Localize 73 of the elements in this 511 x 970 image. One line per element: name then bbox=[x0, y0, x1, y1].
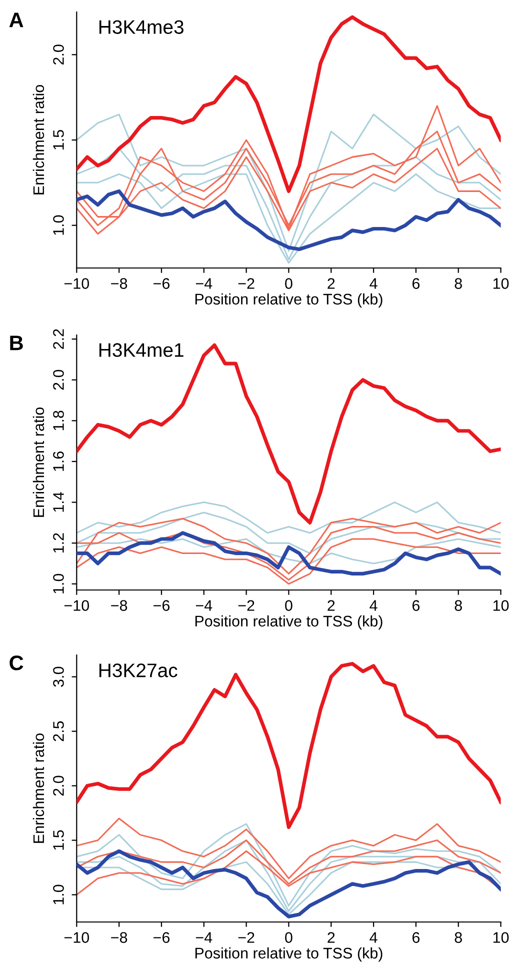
line-series bbox=[76, 148, 501, 260]
x-tick-label: 2 bbox=[328, 278, 335, 289]
y-tick-label: 1.8 bbox=[53, 410, 64, 430]
y-tick-label: 2.0 bbox=[53, 776, 64, 796]
x-tick-label: −2 bbox=[238, 932, 254, 943]
x-axis-title: Position relative to TSS (kb) bbox=[195, 293, 382, 308]
y-tick-label: 2.2 bbox=[53, 329, 64, 349]
x-axis-title: Position relative to TSS (kb) bbox=[195, 947, 382, 962]
line-series bbox=[76, 849, 501, 918]
x-tick-label: 2 bbox=[328, 600, 335, 611]
x-tick-label: −8 bbox=[111, 932, 128, 943]
y-tick-label: 1.0 bbox=[53, 574, 64, 594]
line-series bbox=[76, 189, 501, 252]
x-tick-label: 4 bbox=[370, 278, 378, 289]
x-tick-label: 6 bbox=[412, 932, 420, 943]
chart-title: H3K4me1 bbox=[99, 343, 184, 357]
y-axis-title: Enrichment ratio bbox=[32, 85, 44, 194]
x-tick-label: 8 bbox=[454, 932, 462, 943]
line-series bbox=[76, 538, 501, 564]
y-tick-label: 1.0 bbox=[53, 215, 64, 235]
y-tick-label: 3.0 bbox=[53, 666, 64, 687]
line-series bbox=[76, 538, 501, 585]
x-axis-title: Position relative to TSS (kb) bbox=[195, 615, 382, 630]
x-tick-label: −8 bbox=[111, 278, 128, 289]
y-axis-title: Enrichment ratio bbox=[32, 734, 44, 843]
line-series bbox=[76, 512, 501, 554]
y-tick-label: 1.6 bbox=[53, 452, 64, 471]
x-tick-label: −6 bbox=[154, 600, 170, 611]
x-tick-label: 6 bbox=[412, 278, 420, 289]
x-tick-label: −2 bbox=[238, 278, 254, 289]
y-tick-label: 1.4 bbox=[53, 492, 64, 512]
x-tick-label: −4 bbox=[196, 932, 212, 943]
x-tick-label: −4 bbox=[196, 600, 212, 611]
text: B bbox=[10, 336, 23, 350]
y-tick-label: 2.0 bbox=[53, 370, 64, 390]
x-tick-label: 2 bbox=[328, 932, 335, 943]
chart-title: H3K27ac bbox=[99, 664, 178, 678]
y-tick-label: 1.5 bbox=[53, 130, 64, 150]
x-tick-label: −6 bbox=[154, 932, 170, 943]
x-tick-label: −10 bbox=[64, 278, 90, 289]
x-tick-label: 4 bbox=[370, 932, 378, 943]
line-series bbox=[76, 114, 501, 252]
line-series bbox=[76, 15, 501, 194]
y-axis-title: Enrichment ratio bbox=[32, 408, 44, 517]
line-series bbox=[76, 531, 501, 576]
y-tick-label: 1.2 bbox=[53, 533, 64, 553]
x-tick-label: 10 bbox=[493, 278, 509, 289]
x-tick-label: −2 bbox=[238, 600, 254, 611]
y-tick-label: 2.5 bbox=[53, 721, 64, 742]
x-tick-label: −6 bbox=[154, 278, 170, 289]
x-tick-label: 4 bbox=[370, 600, 378, 611]
x-tick-label: 10 bbox=[493, 932, 509, 943]
line-series bbox=[76, 343, 501, 524]
x-tick-label: −10 bbox=[64, 600, 90, 611]
text: A bbox=[9, 12, 24, 28]
y-tick-label: 2.0 bbox=[53, 44, 64, 65]
y-tick-label: 1.0 bbox=[53, 884, 64, 904]
x-tick-label: −4 bbox=[196, 278, 212, 289]
chart-title: H3K4me3 bbox=[99, 20, 184, 34]
x-tick-label: 6 bbox=[412, 600, 420, 611]
line-series bbox=[76, 662, 501, 829]
x-tick-label: 0 bbox=[285, 932, 292, 943]
y-tick-label: 1.5 bbox=[53, 830, 64, 850]
text: C bbox=[10, 656, 24, 670]
line-series bbox=[76, 502, 501, 534]
x-tick-label: −8 bbox=[111, 600, 128, 611]
x-tick-label: 10 bbox=[493, 600, 509, 611]
x-tick-label: 0 bbox=[285, 278, 292, 289]
x-tick-label: 8 bbox=[454, 600, 462, 611]
x-tick-label: 8 bbox=[454, 278, 462, 289]
x-tick-label: −10 bbox=[64, 932, 90, 943]
line-series bbox=[76, 818, 501, 880]
x-tick-label: 0 bbox=[285, 600, 292, 611]
